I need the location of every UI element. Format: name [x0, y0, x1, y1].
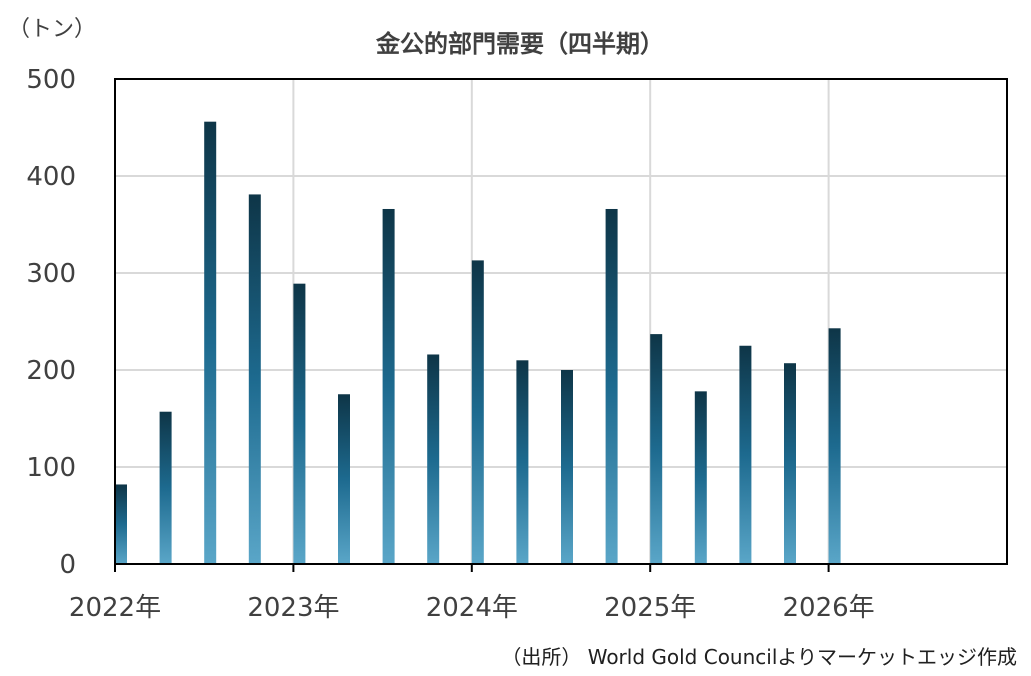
- bar-2022Q4: [248, 194, 261, 564]
- bars: [115, 121, 841, 565]
- chart-title: 金公的部門需要（四半期）: [375, 30, 664, 58]
- bar-2025Q4: [784, 363, 796, 564]
- y-tick-label: 400: [26, 162, 76, 192]
- y-tick-label: 0: [59, 550, 76, 580]
- x-tick-label: 2026年: [783, 593, 875, 623]
- bar-2024Q2: [516, 360, 529, 564]
- bar-2023Q3: [382, 208, 395, 565]
- bar-2024Q1: [471, 260, 484, 564]
- source-note: （出所） World Gold Councilよりマーケットエッジ作成: [501, 645, 1017, 669]
- bar-2023Q1: [293, 283, 306, 564]
- x-tick-label: 2024年: [426, 593, 518, 623]
- y-tick-label: 100: [26, 453, 76, 483]
- bar-2024Q4: [605, 208, 618, 565]
- x-tick-label: 2022年: [69, 593, 161, 623]
- y-axis-ticks: 0 100 200 300 400 500: [26, 65, 76, 580]
- x-tick-label: 2023年: [247, 593, 339, 623]
- bar-2024Q3: [561, 370, 573, 564]
- bar-2023Q4: [427, 354, 440, 564]
- bar-2023Q2: [338, 394, 350, 564]
- plot-frame: [114, 78, 1008, 565]
- bar-2022Q1: [115, 484, 127, 564]
- x-tick-label: 2025年: [604, 593, 696, 623]
- bar-2025Q2: [694, 391, 707, 564]
- bar-2025Q1: [650, 334, 663, 564]
- y-unit-label: （トン）: [8, 17, 96, 42]
- y-tick-label: 200: [26, 356, 76, 386]
- bar-2022Q2: [159, 411, 172, 564]
- y-tick-label: 300: [26, 259, 76, 289]
- bar-2022Q3: [204, 121, 217, 565]
- bar-2026Q1: [828, 328, 841, 564]
- bar-2025Q3: [739, 345, 752, 564]
- y-tick-label: 500: [26, 65, 76, 95]
- x-axis-ticks: 2022年 2023年 2024年 2025年 2026年: [69, 564, 875, 623]
